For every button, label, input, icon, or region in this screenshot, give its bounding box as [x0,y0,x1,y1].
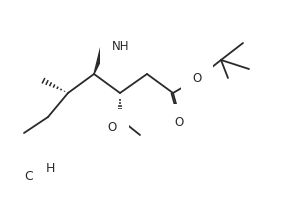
Text: O: O [192,72,201,84]
Text: NH: NH [112,39,129,53]
Polygon shape [94,46,107,74]
Text: Cl: Cl [24,169,36,183]
Text: O: O [174,116,184,129]
Text: O: O [108,121,117,134]
Text: H: H [45,162,55,176]
